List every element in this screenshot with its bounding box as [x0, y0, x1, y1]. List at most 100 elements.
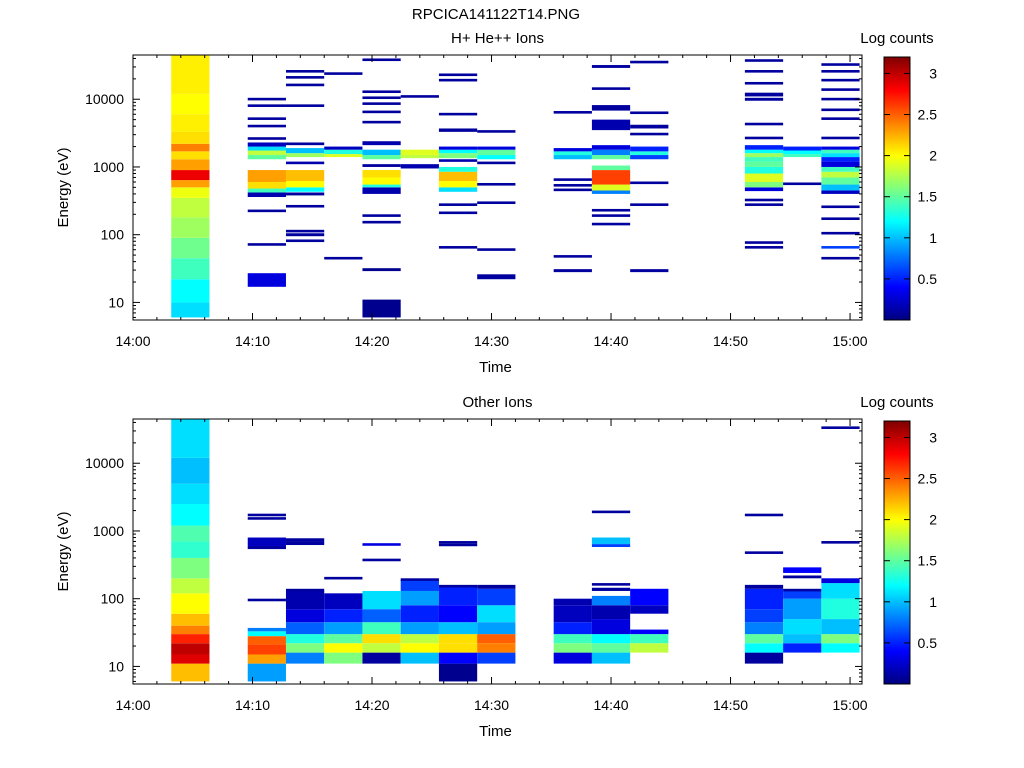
panel-h-he-ions: 14:00 14:10 14:20 14:30 14:40 14:50 15:00 10 100…: [55, 30, 937, 376]
heatmap-cell-c12-0: [783, 643, 822, 653]
heatmap-cell-c2-9: [285, 153, 325, 158]
heatmap-cell-c3-0: [324, 652, 363, 664]
heatmap-cell-c10-0: [630, 643, 669, 653]
heatmap-cell-c1-7: [247, 155, 286, 160]
heatmap-cell-c5-3: [400, 95, 439, 98]
heatmap-cell-c8-5: [553, 598, 592, 606]
heatmap-cell-c9-10: [591, 510, 631, 514]
heatmap-cell-c12-7: [783, 567, 822, 573]
heatmap-cell-c8-2: [553, 188, 592, 192]
heatmap-cell-c1-2: [247, 644, 286, 655]
heatmap-cell-c1-1: [247, 243, 286, 246]
heatmap-cell-c9-1: [591, 214, 631, 217]
heatmap-cell-c13-18: [821, 97, 860, 101]
y-axis-label: Energy (eV): [55, 147, 72, 227]
heatmap-cell-c2-15: [285, 70, 325, 73]
heatmap-cell-c0-6: [171, 187, 210, 198]
heatmap-cell-c2-1: [285, 233, 325, 237]
x-tick-label: 14:50: [713, 333, 748, 349]
colorbar-gradient: [884, 57, 910, 320]
heatmap-cell-c13-11: [821, 157, 860, 162]
heatmap-cell-c13-19: [821, 88, 860, 91]
heatmap-cell-c13-6: [821, 541, 860, 544]
colorbar-tick-label: 0.5: [918, 635, 938, 651]
colorbar-tick-label: 2.5: [918, 107, 938, 123]
y-axis: 10 100 1000 10000: [85, 421, 862, 682]
heatmap-cell-c2-11: [285, 142, 325, 146]
heatmap-cell-c5-2: [400, 634, 439, 644]
heatmap-cell-c11-5: [744, 588, 784, 610]
heatmap-cell-c1-7: [247, 545, 286, 550]
heatmap-cell-c7-3: [477, 182, 516, 186]
heatmap-cell-c9-5: [591, 595, 631, 606]
y-axis: 10 100 1000 10000: [85, 57, 862, 318]
heatmap-cell-c11-4: [744, 187, 784, 192]
colorbar: 0.5 1 1.5 2 2.5 3 Log counts: [860, 30, 938, 321]
y-tick-label: 10000: [85, 91, 124, 107]
colorbar-tick-label: 0.5: [918, 271, 938, 287]
heatmap-cell-c11-7: [744, 166, 784, 174]
colorbar-tick-label: 3: [929, 429, 937, 445]
heatmap-cell-c10-3: [630, 155, 669, 160]
heatmap-cell-c4-13: [362, 110, 401, 114]
heatmap-cell-c2-2: [285, 634, 325, 644]
y-tick-label: 100: [101, 227, 125, 243]
heatmap-cell-c9-4: [591, 605, 631, 620]
heatmap-cell-c6-3: [438, 634, 478, 644]
heatmap-cell-c7-4: [477, 161, 516, 165]
heatmap-cell-c2-10: [285, 148, 325, 154]
heatmap-cell-c1-2: [247, 209, 286, 213]
heatmap-cell-c2-14: [285, 76, 325, 79]
heatmap-cell-c13-7: [821, 177, 860, 185]
heatmap-cell-c11-13: [744, 136, 784, 140]
heatmap-cell-c0-11: [171, 143, 210, 152]
y-tick-label: 100: [101, 591, 125, 607]
heatmap-cell-c1-15: [247, 97, 286, 101]
heatmap-cell-c11-14: [744, 122, 784, 126]
heatmap-cell-c6-13: [438, 78, 478, 82]
heatmap-cell-c5-5: [400, 590, 439, 606]
heatmap-cell-c9-7: [591, 583, 631, 586]
heatmap-cell-c1-0: [247, 273, 286, 287]
panel-title: Other Ions: [462, 394, 532, 411]
heatmap-cell-c0-12: [171, 131, 210, 144]
heatmap-cell-c4-9: [362, 155, 401, 160]
heatmap-cell-c0-1: [171, 654, 210, 664]
heatmap-cell-c2-6: [285, 588, 325, 592]
heatmap-cell-c5-0: [400, 164, 439, 169]
heatmap-cell-c10-4: [630, 588, 669, 606]
heatmap-cell-c11-4: [744, 609, 784, 623]
heatmap-cell-c13-5: [821, 578, 860, 584]
panel-title: H+ He++ Ions: [451, 30, 544, 47]
heatmap-cell-c3-6: [324, 576, 363, 580]
heatmap-cell-c6-6: [438, 586, 478, 606]
heatmap-cell-c10-2: [630, 181, 669, 185]
heatmap-cell-c3-1: [324, 154, 363, 158]
y-tick-label: 1000: [93, 159, 124, 175]
heatmap-cell-c6-4: [438, 181, 478, 188]
heatmap-cell-c0-3: [171, 237, 210, 259]
heatmap-cell-c1-8: [247, 150, 286, 156]
heatmap-cell-c2-4: [285, 609, 325, 623]
heatmap-cell-c6-8: [438, 543, 478, 547]
heatmap-cell-c5-6: [400, 579, 439, 591]
colorbar-label: Log counts: [860, 394, 933, 411]
heatmap-cell-c3-1: [324, 643, 363, 653]
heatmap-cell-c0-0: [171, 302, 210, 318]
heatmap-cell-c13-15: [821, 136, 860, 140]
heatmap-cell-c0-5: [171, 197, 210, 218]
heatmap-cell-c4-2: [362, 634, 401, 644]
heatmap-cell-c11-2: [744, 634, 784, 644]
heatmap-cell-c0-0: [171, 663, 210, 682]
heatmap-cell-c9-2: [591, 208, 631, 212]
heatmap-cell-c4-14: [362, 102, 401, 105]
x-tick-label: 14:10: [235, 697, 270, 713]
heatmap-cell-c5-4: [400, 605, 439, 623]
heatmap-cell-c4-5: [362, 590, 401, 610]
heatmap-cell-c2-7: [285, 170, 325, 182]
heatmap-cell-c6-2: [438, 643, 478, 653]
heatmap-cell-c13-9: [821, 166, 860, 172]
colorbar-frame: [883, 420, 911, 685]
heatmap-cell-c8-4: [553, 605, 592, 623]
heatmap-cell-c2-6: [285, 181, 325, 188]
